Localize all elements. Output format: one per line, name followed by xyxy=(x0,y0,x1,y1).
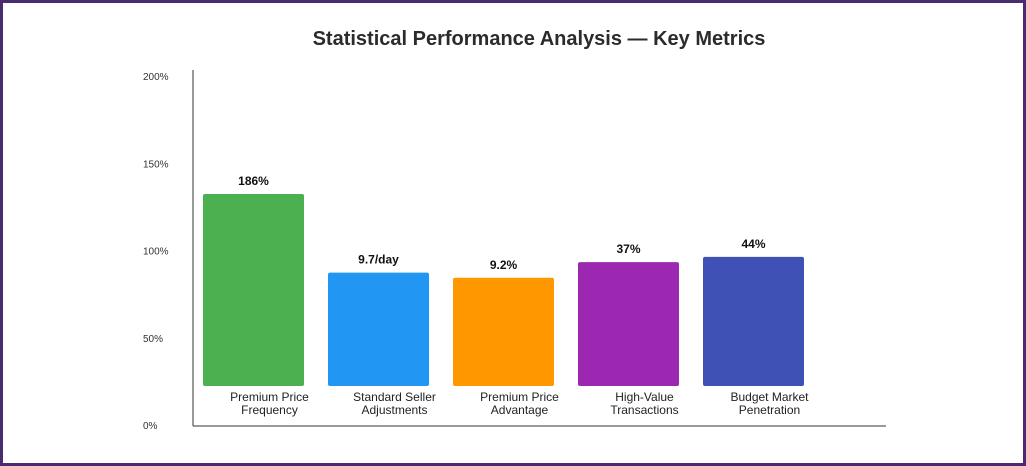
y-tick-label: 150% xyxy=(143,159,169,170)
x-tick-label: Transactions xyxy=(610,403,678,417)
bars xyxy=(203,194,804,386)
x-tick-label: Frequency xyxy=(241,403,298,417)
bar xyxy=(703,256,804,386)
bar xyxy=(578,262,679,386)
y-tick-label: 50% xyxy=(143,334,163,345)
data-label: 9.2% xyxy=(490,258,518,272)
data-label: 37% xyxy=(616,242,640,256)
x-tick-label: Penetration xyxy=(739,403,800,417)
x-tick-label: Premium Price xyxy=(230,390,309,404)
x-tick-label: High-Value xyxy=(615,390,674,404)
bar xyxy=(328,272,429,386)
bar xyxy=(203,194,304,386)
x-tick-label: Premium Price xyxy=(480,390,559,404)
data-label: 9.7/day xyxy=(358,253,399,267)
x-tick-label: Advantage xyxy=(491,403,549,417)
bar xyxy=(453,277,554,386)
x-tick-label: Standard Seller xyxy=(353,390,436,404)
data-label: 186% xyxy=(238,174,269,188)
chart-title: Statistical Performance Analysis — Key M… xyxy=(312,28,766,50)
x-tick-label: Budget Market xyxy=(730,390,809,404)
y-tick-label: 200% xyxy=(143,72,169,83)
data-label: 44% xyxy=(741,237,765,251)
x-tick-label: Adjustments xyxy=(361,403,427,417)
y-axis-ticks: 0% 50% 100% 150% 200% xyxy=(143,72,169,432)
y-tick-label: 100% xyxy=(143,247,169,258)
data-labels: 186% 9.7/day 9.2% 37% 44% xyxy=(238,174,766,272)
y-tick-label: 0% xyxy=(143,421,158,432)
